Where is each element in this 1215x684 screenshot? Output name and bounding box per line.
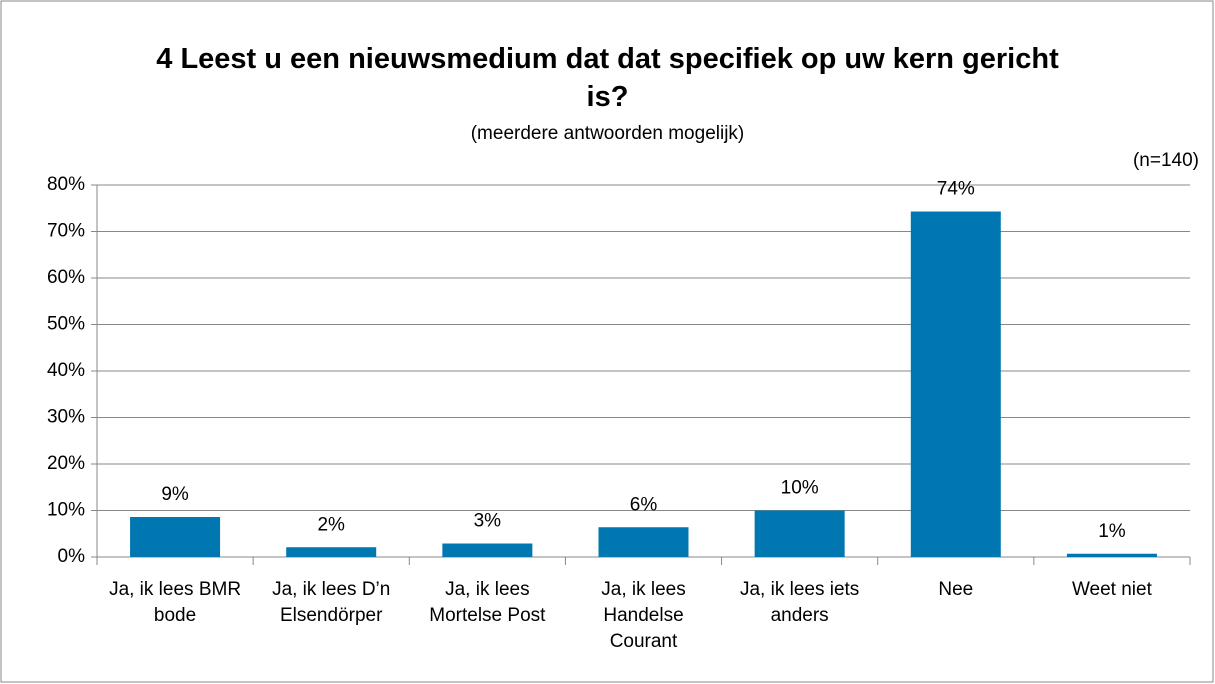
- x-tick-label: Weet niet: [1071, 579, 1152, 600]
- y-tick-label: 40%: [47, 360, 85, 381]
- bar: [442, 543, 533, 557]
- chart-subtitle: (meerdere antwoorden mogelijk): [470, 123, 745, 144]
- x-tick-label: Ja, ik lees D’n Elsendörper: [272, 579, 391, 626]
- data-label: 6%: [630, 494, 658, 515]
- bar: [598, 527, 689, 557]
- data-label: 9%: [161, 484, 189, 505]
- chart-title: 4 Leest u een nieuwsmedium dat dat speci…: [156, 43, 1059, 113]
- x-tick-label: Ja, ik lees Handelse Courant: [601, 579, 686, 652]
- bar: [754, 510, 845, 557]
- x-tick-label: Nee: [938, 579, 974, 600]
- y-tick-label: 80%: [47, 174, 85, 195]
- data-label: 10%: [781, 478, 819, 499]
- y-tick-label: 50%: [47, 314, 85, 335]
- bar: [1066, 553, 1157, 557]
- data-label: 1%: [1098, 521, 1126, 542]
- x-tick-label: Ja, ik lees BMR bode: [109, 579, 242, 626]
- bar: [130, 517, 221, 557]
- bar: [910, 211, 1001, 557]
- data-label: 3%: [474, 511, 502, 532]
- y-tick-label: 20%: [47, 453, 85, 474]
- x-tick-label: Ja, ik lees Mortelse Post: [429, 579, 546, 626]
- annotation: (n=140): [1132, 150, 1199, 171]
- y-tick-label: 70%: [47, 221, 85, 242]
- y-tick-label: 10%: [47, 500, 85, 521]
- y-tick-label: 30%: [47, 407, 85, 428]
- data-label: 2%: [317, 514, 345, 535]
- y-tick-label: 60%: [47, 267, 85, 288]
- bar: [286, 547, 377, 557]
- data-label: 74%: [937, 179, 975, 200]
- y-tick-label: 0%: [58, 546, 86, 567]
- x-tick-label: Ja, ik lees iets anders: [739, 579, 860, 626]
